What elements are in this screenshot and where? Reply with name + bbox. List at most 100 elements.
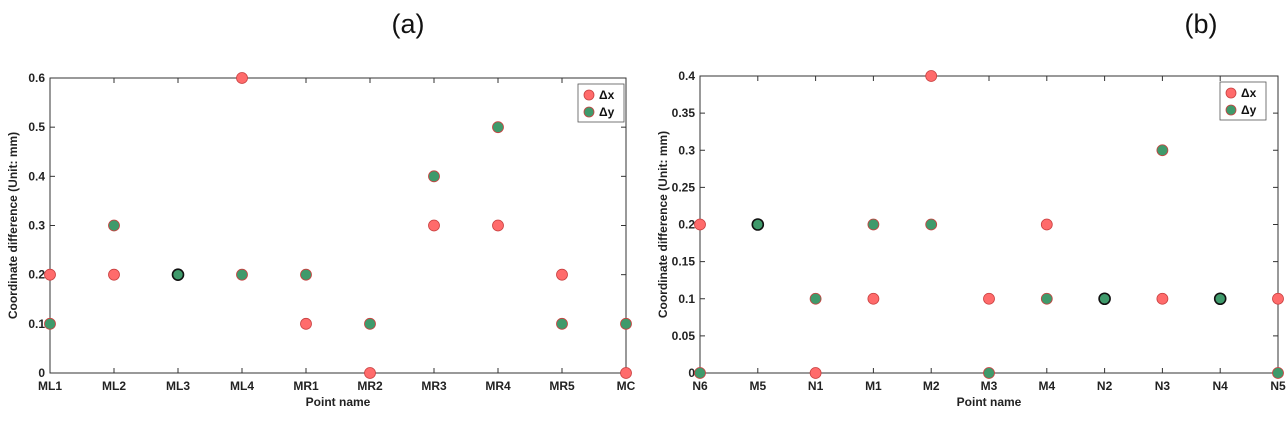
x-tick-label: MC <box>617 379 636 393</box>
data-point <box>620 317 632 330</box>
data-point <box>1156 144 1169 157</box>
x-tick-label: M1 <box>865 379 882 393</box>
chart-panel-a: (a) 0 0.1 0.2 0.3 0.4 0.5 0.6 ML1 ML2 ML3 ML4 MR1 MR… <box>6 9 636 409</box>
data-point <box>556 268 568 281</box>
data-point <box>236 72 248 84</box>
y-tick-label: 0.35 <box>672 106 696 120</box>
data-point <box>983 367 995 379</box>
x-tick-label: N1 <box>808 379 824 393</box>
data-point <box>983 292 995 305</box>
data-point <box>809 292 822 305</box>
y-tick-label: 0.2 <box>28 268 45 282</box>
y-tick-label: 0.05 <box>672 329 696 343</box>
data-point <box>694 367 706 379</box>
chart-b-svg: (b) 0 0.05 0.1 0.15 0.2 0.25 0.3 0.35 0.4 N6 M5 N1 M… <box>656 9 1286 409</box>
x-tick-label: M4 <box>1038 379 1055 393</box>
data-point <box>44 317 56 330</box>
data-point <box>1040 292 1053 305</box>
series-dx <box>44 72 632 379</box>
panel-label-b: (b) <box>1185 9 1218 39</box>
data-point <box>1156 292 1169 305</box>
data-point <box>171 268 185 281</box>
data-point <box>428 219 440 232</box>
y-tick-label: 0.15 <box>672 255 696 269</box>
data-point <box>751 218 765 231</box>
x-tick-label: ML2 <box>102 379 126 393</box>
data-point <box>1098 292 1111 306</box>
data-point <box>108 268 120 281</box>
data-point <box>44 268 56 281</box>
data-point <box>1040 218 1053 231</box>
x-tick-label: N4 <box>1213 379 1229 393</box>
x-axis-title: Point name <box>957 395 1022 409</box>
x-tick-label: N6 <box>692 379 708 393</box>
axes-box <box>699 75 1279 374</box>
legend-label: Δx <box>1241 86 1257 100</box>
legend-marker <box>583 106 595 118</box>
plot-area: 0 0.05 0.1 0.15 0.2 0.25 0.3 0.35 0.4 N6 M5 N1 M1 M2 M… <box>656 69 1286 409</box>
x-tick-label: N3 <box>1155 379 1171 393</box>
data-point <box>809 367 822 379</box>
y-axis-title: Coordinate difference (Unit: mm) <box>656 131 670 318</box>
chart-panel-b: (b) 0 0.05 0.1 0.15 0.2 0.25 0.3 0.35 0.4 N6 M5 N1 M… <box>644 0 1288 441</box>
data-point <box>1272 367 1284 379</box>
series-dy <box>694 144 1284 379</box>
y-tick-label: 0.5 <box>28 120 45 134</box>
data-point <box>108 219 120 232</box>
y-tick-label: 0.6 <box>28 71 45 85</box>
x-tick-label: MR2 <box>357 379 383 393</box>
data-point <box>492 121 504 134</box>
data-point <box>364 317 376 330</box>
series-dx <box>694 70 1284 379</box>
series-dy <box>44 121 632 330</box>
data-point <box>1213 292 1227 306</box>
data-point <box>694 218 706 231</box>
data-point <box>364 367 376 379</box>
x-axis-title: Point name <box>306 395 371 409</box>
legend-label: Δy <box>599 105 615 119</box>
y-tick-label: 0.3 <box>28 219 45 233</box>
legend-marker <box>1225 87 1237 99</box>
y-axis-title: Coordinate difference (Unit: mm) <box>6 132 20 319</box>
legend-marker <box>583 89 595 101</box>
y-tick-label: 0.3 <box>678 143 695 157</box>
y-tick-label: 0.4 <box>678 69 695 83</box>
panel-label-a: (a) <box>392 9 425 39</box>
data-point <box>492 219 504 232</box>
data-point <box>867 218 880 231</box>
data-point <box>300 268 312 281</box>
legend-label: Δx <box>599 88 615 102</box>
axes-box <box>49 77 627 374</box>
y-tick-label: 0.4 <box>28 169 45 183</box>
data-point <box>1272 292 1284 305</box>
x-tick-label: M5 <box>749 379 766 393</box>
legend: Δx Δy <box>577 83 625 123</box>
x-tick-label: ML3 <box>166 379 190 393</box>
data-point <box>236 268 248 281</box>
data-point <box>620 367 632 379</box>
x-tick-label: MR4 <box>485 379 511 393</box>
x-tick-label: N5 <box>1270 379 1286 393</box>
x-tick-label: MR5 <box>549 379 575 393</box>
y-tick-label: 0.25 <box>672 180 696 194</box>
x-tick-label: MR1 <box>293 379 319 393</box>
x-tick-label: N2 <box>1097 379 1113 393</box>
x-tick-label: M2 <box>923 379 940 393</box>
y-tick-label: 0 <box>688 366 695 380</box>
data-point <box>428 170 440 183</box>
y-tick-label: 0.2 <box>678 218 695 232</box>
y-tick-label: 0 <box>38 366 45 380</box>
data-point <box>300 317 312 330</box>
data-point <box>867 292 880 305</box>
data-point <box>925 70 938 82</box>
x-tick-label: MR3 <box>421 379 447 393</box>
legend: Δx Δy <box>1219 81 1267 121</box>
y-tick-label: 0.1 <box>678 292 695 306</box>
chart-a-svg: (a) 0 0.1 0.2 0.3 0.4 0.5 0.6 ML1 ML2 ML3 ML4 MR1 MR… <box>6 9 636 409</box>
plot-area: 0 0.1 0.2 0.3 0.4 0.5 0.6 ML1 ML2 ML3 ML4 MR1 MR2 MR3… <box>6 71 636 409</box>
x-tick-label: ML1 <box>38 379 62 393</box>
x-tick-label: M3 <box>981 379 998 393</box>
x-tick-label: ML4 <box>230 379 254 393</box>
legend-marker <box>1225 104 1237 116</box>
data-point <box>556 317 568 330</box>
